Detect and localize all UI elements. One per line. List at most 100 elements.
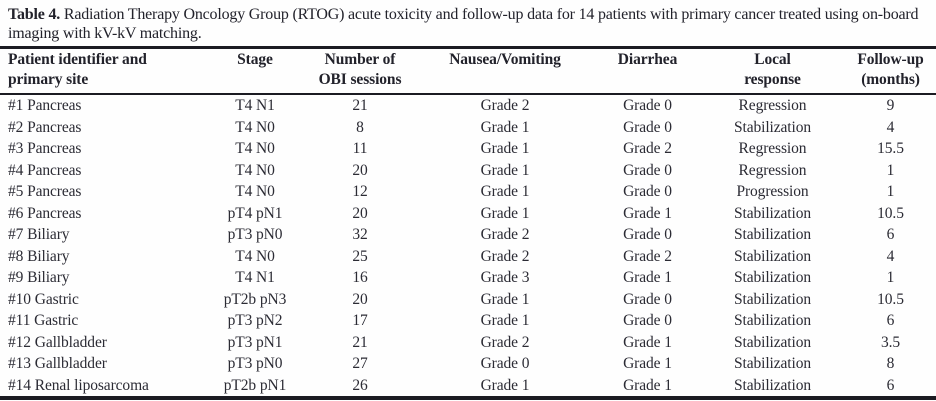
cell: pT2b pN3 [223,290,287,308]
cell: Stabilization [733,333,812,351]
cell: #10 Gastric [8,290,79,308]
cell: T4 N0 [235,118,275,136]
cell: 10.5 [877,204,904,222]
cell: Grade 1 [480,183,530,200]
cell: 3.5 [880,333,901,351]
cell: 10.5 [877,290,904,308]
cell: Grade 1 [480,161,530,179]
cell: Grade 0 [623,312,672,329]
cell: Progression [736,183,809,200]
cell: Grade 0 [623,290,672,308]
cell: 1 [886,183,895,200]
table-row: #7 Biliary pT3 pN0 32 Grade 2 Grade 0 Stabili… [0,224,936,246]
data-table: Patient identifier and primary site Stage… [0,46,936,400]
column-header-3: Number of OBI sessions [305,47,415,95]
cell: pT3 pN0 [227,226,283,243]
cell: Stabilization [733,269,812,286]
cell: Grade 2 [480,333,530,351]
cell: Grade 0 [623,97,672,114]
table-row: #8 Biliary T4 N0 25 Grade 2 Grade 2 Stabiliza… [0,246,936,268]
table-caption-label: Table 4. [8,6,61,23]
cell: Grade 0 [623,226,672,243]
cell: #1 Pancreas [8,97,82,114]
cell: pT3 pN2 [227,312,283,329]
cell: 21 [352,97,368,114]
cell: Grade 2 [480,97,530,114]
cell: Grade 1 [480,118,530,136]
cell: Grade 2 [623,247,672,265]
cell: 6 [886,376,895,394]
cell: #8 Biliary [8,247,70,265]
table-row: #6 Pancreas pT4 pN1 20 Grade 1 Grade 1 Stabil… [0,203,936,225]
cell: 21 [352,333,368,351]
column-header-2: Stage [205,47,305,95]
cell: pT2b pN1 [223,376,287,394]
table-row: #11 Gastric pT3 pN2 17 Grade 1 Grade 0 Stabil… [0,310,936,332]
table-row: #4 Pancreas T4 N0 20 Grade 1 Grade 0 Regressi… [0,160,936,182]
cell: Grade 1 [623,333,672,351]
cell: #6 Pancreas [8,204,82,222]
cell: 11 [352,140,368,157]
cell: 1 [886,161,895,179]
cell: Stabilization [733,118,812,136]
table-row: #12 Gallbladder pT3 pN1 21 Grade 2 Grade 1 St… [0,332,936,354]
cell: Grade 1 [480,140,530,157]
cell: Grade 2 [480,226,530,243]
cell: T4 N1 [235,97,275,114]
cell: Grade 0 [623,183,672,200]
cell: pT3 pN0 [227,355,283,372]
cell: #2 Pancreas [8,118,82,136]
cell: #11 Gastric [8,312,79,329]
table-row: #3 Pancreas T4 N0 11 Grade 1 Grade 2 Regressi… [0,138,936,160]
cell: pT3 pN1 [227,333,283,351]
table-row: #9 Biliary T4 N1 16 Grade 3 Grade 1 Stabiliza… [0,267,936,289]
cell: T4 N0 [235,140,275,157]
table-row: #13 Gallbladder pT3 pN0 27 Grade 0 Grade 1 St… [0,353,936,375]
column-header-7: Follow-up (months) [845,47,936,95]
cell: 9 [886,97,895,114]
cell: 20 [352,204,368,222]
cell: 8 [886,355,895,372]
cell: Grade 1 [623,355,672,372]
cell: #5 Pancreas [8,183,82,200]
cell: Regression [738,97,807,114]
cell: 27 [352,355,368,372]
cell: 12 [352,183,368,200]
cell: 4 [886,247,895,265]
cell: Stabilization [733,204,812,222]
table-caption: Table 4. Radiation Therapy Oncology Grou… [0,0,936,46]
table-row: #14 Renal liposarcoma pT2b pN1 26 Grade 1 Gr… [0,375,936,399]
cell: Grade 2 [480,247,530,265]
cell: 20 [352,161,368,179]
cell: T4 N0 [235,183,275,200]
cell: Grade 1 [480,376,530,394]
cell: T4 N1 [235,269,275,286]
cell: Grade 0 [623,118,672,136]
cell: pT4 pN1 [227,204,283,222]
cell: #9 Biliary [8,269,70,286]
cell: T4 N0 [235,247,275,265]
cell: Stabilization [733,247,812,265]
cell: Grade 1 [623,204,672,222]
cell: 15.5 [877,140,904,157]
cell: #3 Pancreas [8,140,82,157]
cell: Grade 1 [623,269,672,286]
cell: #12 Gallbladder [8,333,107,351]
column-header-5: Diarrhea [595,47,700,95]
cell: Grade 1 [480,204,530,222]
cell: #4 Pancreas [8,161,82,179]
cell: 6 [886,226,895,243]
cell: #7 Biliary [8,226,70,243]
table-row: #10 Gastric pT2b pN3 20 Grade 1 Grade 0 Stabi… [0,289,936,311]
cell: #14 Renal liposarcoma [8,376,149,394]
cell: Grade 1 [480,290,530,308]
cell: Grade 3 [480,269,530,286]
table-row: #2 Pancreas T4 N0 8 Grade 1 Grade 0 Stabiliza… [0,117,936,139]
cell: Regression [738,161,807,179]
cell: 25 [352,247,368,265]
cell: 20 [352,290,368,308]
cell: Regression [738,140,807,157]
cell: Grade 2 [623,140,672,157]
cell: Stabilization [733,376,812,394]
